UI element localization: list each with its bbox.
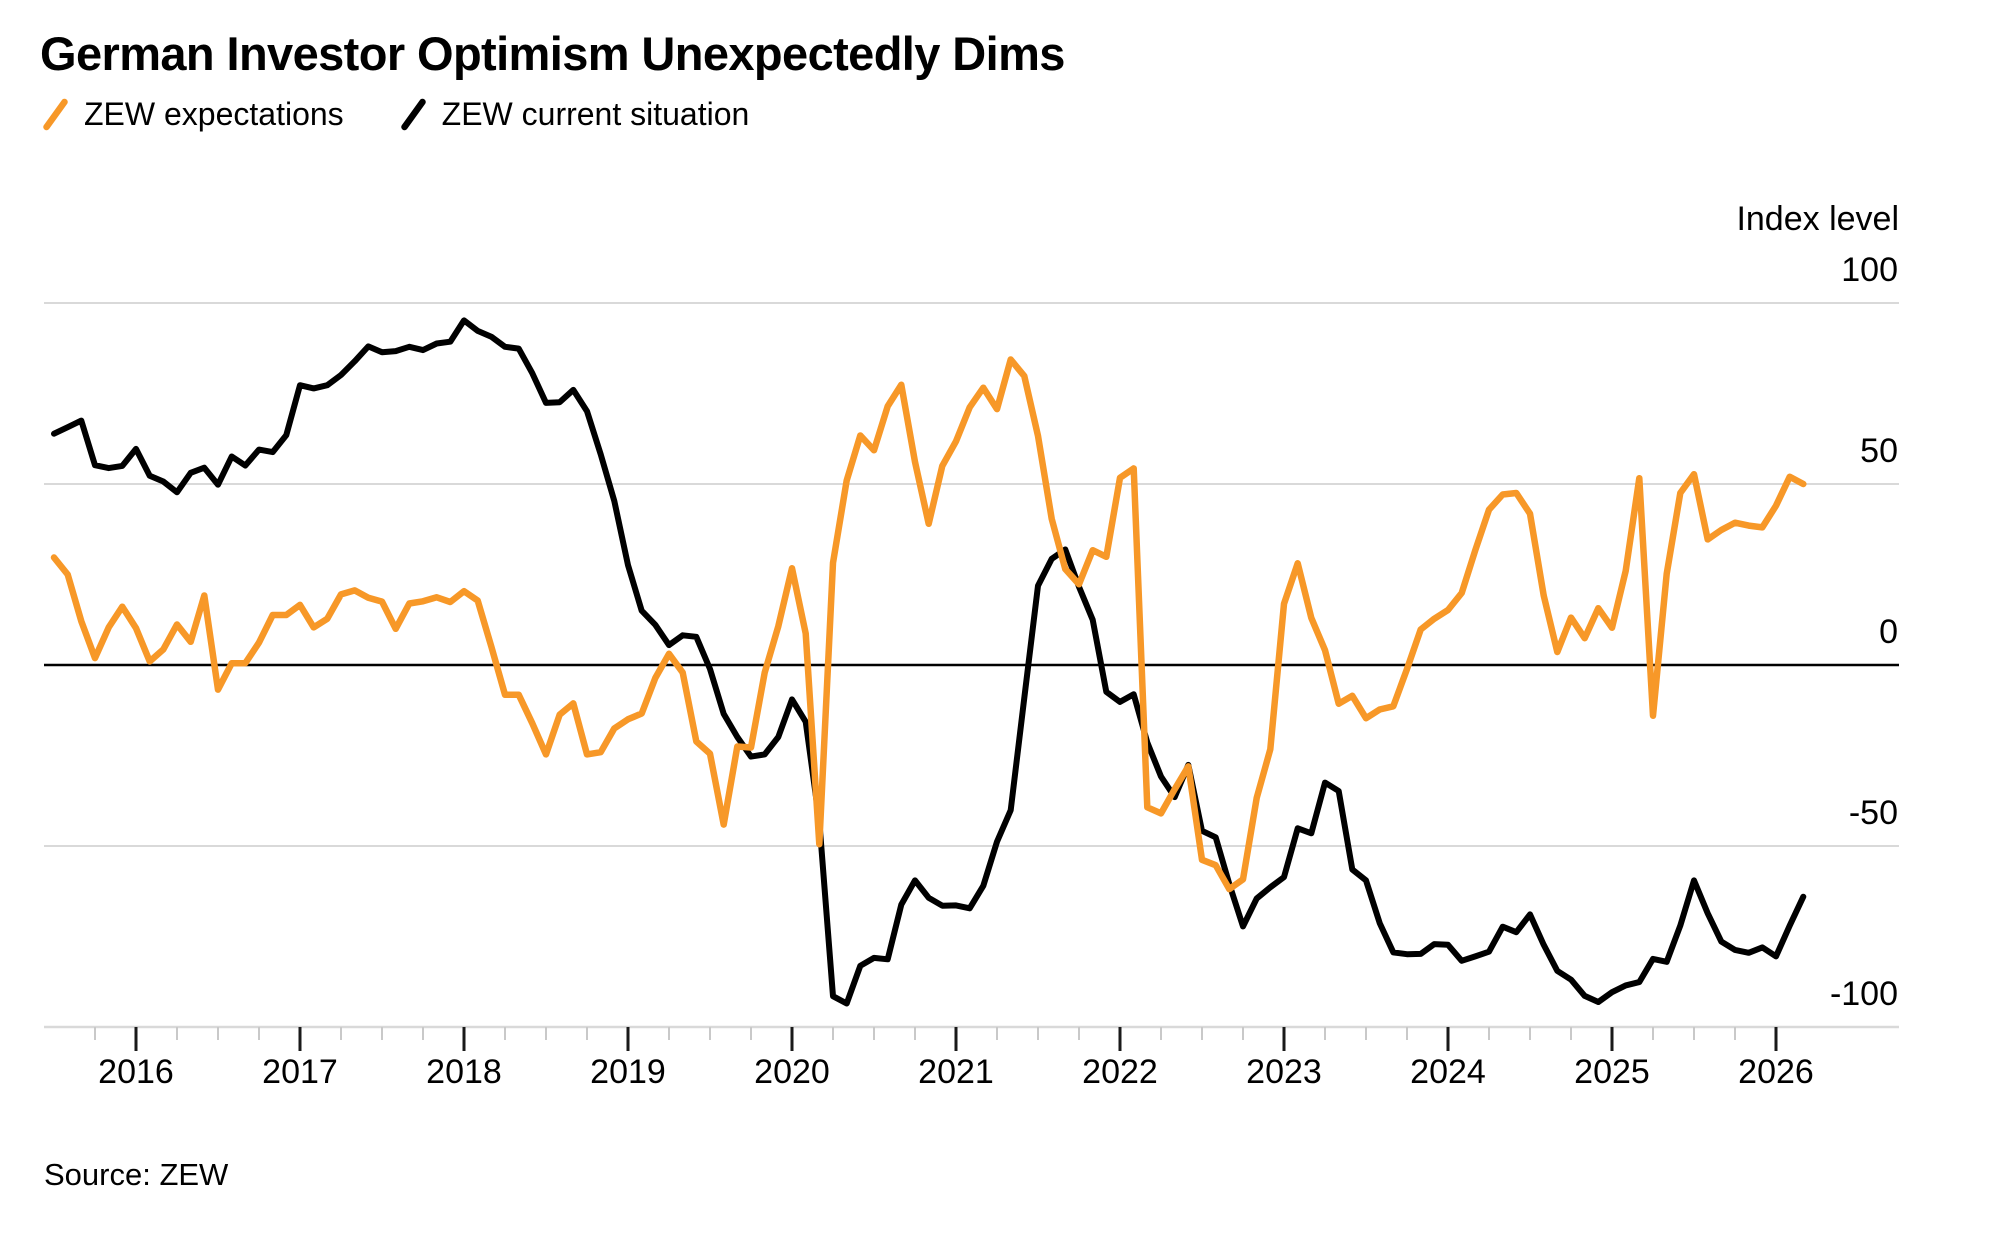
y-axis-tick-label: 100 [1841, 251, 1898, 289]
x-axis-year-label: 2024 [1410, 1053, 1486, 1091]
source-attribution: Source: ZEW [44, 1157, 229, 1192]
x-axis-year-label: 2017 [262, 1053, 338, 1091]
legend-item-zew-expectations: ZEW expectations [42, 96, 344, 133]
x-axis-year-label: 2022 [1082, 1053, 1158, 1091]
x-axis-year-label: 2023 [1246, 1053, 1322, 1091]
chart-title: German Investor Optimism Unexpectedly Di… [40, 27, 1065, 80]
legend-label-current-situation: ZEW current situation [441, 96, 750, 132]
y-axis-unit-label: Index level [1736, 200, 1899, 238]
x-axis-year-label: 2018 [426, 1053, 502, 1091]
y-axis-tick-label: 0 [1879, 613, 1898, 651]
line-zew-current-situation [51, 317, 1807, 1007]
orange-slash-icon [43, 98, 68, 131]
x-axis-year-label: 2026 [1738, 1053, 1814, 1091]
y-axis-tick-label: 50 [1860, 432, 1898, 470]
y-axis-tick-label: -100 [1830, 975, 1898, 1013]
black-slash-icon [400, 98, 426, 131]
line-zew-expectations [50, 356, 1807, 893]
y-axis-tick-label: -50 [1849, 794, 1898, 832]
chart-legend: ZEW expectations ZEW current situation [42, 96, 749, 133]
legend-item-zew-current-situation: ZEW current situation [400, 96, 750, 133]
x-axis-year-label: 2016 [98, 1053, 174, 1091]
legend-label-expectations: ZEW expectations [84, 96, 344, 132]
x-axis-year-label: 2020 [754, 1053, 830, 1091]
x-axis-year-label: 2021 [918, 1053, 994, 1091]
x-axis-year-label: 2019 [590, 1053, 666, 1091]
x-axis-year-label: 2025 [1574, 1053, 1650, 1091]
